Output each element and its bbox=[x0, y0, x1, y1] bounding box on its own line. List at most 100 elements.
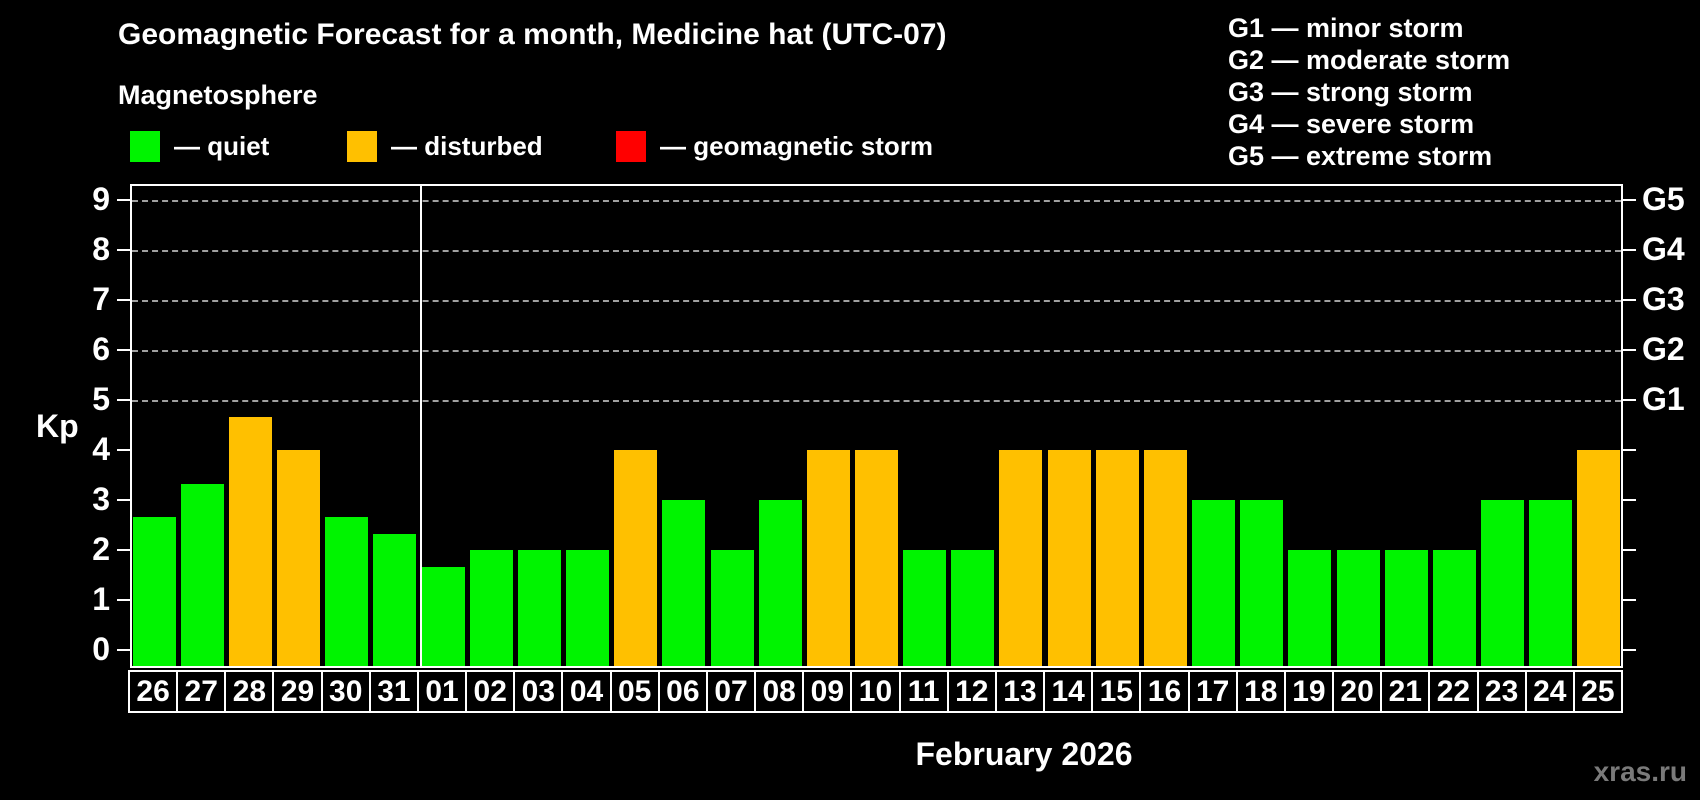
legend-swatch-storm bbox=[616, 131, 646, 162]
day-label-26: 26 bbox=[128, 670, 179, 713]
day-label-21: 21 bbox=[1380, 670, 1431, 713]
kp-bar-day-09 bbox=[806, 450, 850, 666]
day-label-31: 31 bbox=[368, 670, 419, 713]
g-axis-label-g4: G4 bbox=[1642, 231, 1685, 267]
y-axis-title: Kp bbox=[36, 408, 79, 444]
kp-bar-day-19 bbox=[1288, 550, 1332, 666]
month-separator-line bbox=[419, 186, 422, 666]
right-tick-3 bbox=[1623, 499, 1636, 501]
day-label-09: 09 bbox=[802, 670, 853, 713]
day-label-23: 23 bbox=[1476, 670, 1527, 713]
y-tick-label-5: 5 bbox=[92, 381, 110, 417]
g-axis-label-g1: G1 bbox=[1642, 381, 1685, 417]
y-tick-6 bbox=[117, 349, 130, 351]
y-tick-label-1: 1 bbox=[92, 581, 110, 617]
y-tick-3 bbox=[117, 499, 130, 501]
kp-bar-day-15 bbox=[1095, 450, 1139, 666]
day-label-17: 17 bbox=[1187, 670, 1238, 713]
kp-bar-day-02 bbox=[469, 550, 513, 666]
day-label-30: 30 bbox=[320, 670, 371, 713]
day-label-03: 03 bbox=[513, 670, 564, 713]
day-label-29: 29 bbox=[272, 670, 323, 713]
day-label-19: 19 bbox=[1283, 670, 1335, 713]
kp-bar-day-22 bbox=[1432, 550, 1476, 666]
x-axis-title: February 2026 bbox=[915, 736, 1133, 772]
day-label-02: 02 bbox=[465, 670, 516, 713]
gridline-kp9 bbox=[132, 200, 1621, 202]
kp-bar-day-24 bbox=[1529, 500, 1573, 666]
right-tick-4 bbox=[1623, 449, 1636, 451]
legend-label-quiet: — quiet bbox=[174, 131, 270, 161]
chart-title: Geomagnetic Forecast for a month, Medici… bbox=[118, 18, 947, 51]
day-label-22: 22 bbox=[1428, 670, 1479, 713]
y-tick-label-3: 3 bbox=[92, 481, 110, 517]
y-tick-8 bbox=[117, 249, 130, 251]
g-legend-line-5: G5 — extreme storm bbox=[1228, 141, 1493, 171]
gridline-kp8 bbox=[132, 250, 1621, 252]
kp-bar-day-27 bbox=[180, 483, 224, 666]
kp-bar-day-05 bbox=[614, 450, 658, 666]
day-label-18: 18 bbox=[1235, 670, 1286, 713]
kp-bar-day-30 bbox=[325, 516, 369, 666]
gridline-kp6 bbox=[132, 350, 1621, 352]
gridline-kp7 bbox=[132, 300, 1621, 302]
y-tick-label-9: 9 bbox=[92, 181, 110, 217]
xras-watermark-link[interactable]: xras.ru bbox=[1593, 756, 1687, 787]
kp-bar-day-17 bbox=[1192, 500, 1236, 666]
kp-bar-day-29 bbox=[277, 450, 321, 666]
kp-bar-day-08 bbox=[758, 500, 802, 666]
g-legend-line-3: G3 — strong storm bbox=[1228, 77, 1473, 107]
legend-swatch-quiet bbox=[130, 131, 160, 162]
y-tick-label-4: 4 bbox=[92, 431, 110, 467]
kp-bar-day-25 bbox=[1577, 450, 1621, 666]
y-tick-5 bbox=[117, 399, 130, 401]
legend-swatch-disturbed bbox=[347, 131, 377, 162]
legend-label-disturbed: — disturbed bbox=[391, 131, 543, 161]
day-label-14: 14 bbox=[1043, 670, 1094, 713]
y-tick-9 bbox=[117, 199, 130, 201]
kp-bar-day-01 bbox=[421, 566, 465, 666]
kp-bar-day-18 bbox=[1240, 500, 1284, 666]
day-label-24: 24 bbox=[1524, 670, 1575, 713]
day-label-15: 15 bbox=[1091, 670, 1142, 713]
y-tick-4 bbox=[117, 449, 130, 451]
day-label-11: 11 bbox=[898, 670, 949, 713]
legend-item-disturbed: — disturbed bbox=[347, 131, 543, 162]
y-tick-2 bbox=[117, 549, 130, 551]
day-label-10: 10 bbox=[850, 670, 901, 713]
kp-bar-day-11 bbox=[903, 550, 947, 666]
day-label-08: 08 bbox=[754, 670, 805, 713]
kp-bar-day-16 bbox=[1143, 450, 1187, 666]
kp-bar-day-23 bbox=[1481, 500, 1525, 666]
g-scale-legend: G1 — minor storm G2 — moderate storm G3 — … bbox=[1228, 12, 1510, 172]
kp-bar-day-12 bbox=[951, 550, 995, 666]
kp-bar-day-03 bbox=[517, 550, 561, 666]
plot-area bbox=[130, 184, 1623, 668]
day-label-27: 27 bbox=[176, 670, 227, 713]
kp-bar-day-13 bbox=[999, 450, 1043, 666]
day-label-01: 01 bbox=[416, 670, 468, 713]
gridline-kp5 bbox=[132, 400, 1621, 402]
kp-bar-day-20 bbox=[1336, 550, 1380, 666]
day-label-04: 04 bbox=[561, 670, 612, 713]
g-axis-label-g2: G2 bbox=[1642, 331, 1685, 367]
right-tick-2 bbox=[1623, 549, 1636, 551]
day-label-25: 25 bbox=[1572, 670, 1623, 713]
g-legend-line-4: G4 — severe storm bbox=[1228, 109, 1475, 139]
day-label-05: 05 bbox=[609, 670, 660, 713]
day-label-12: 12 bbox=[946, 670, 997, 713]
g-axis-label-g5: G5 bbox=[1642, 181, 1685, 217]
day-label-28: 28 bbox=[224, 670, 275, 713]
day-label-20: 20 bbox=[1332, 670, 1383, 713]
right-tick-1 bbox=[1623, 599, 1636, 601]
kp-bar-day-21 bbox=[1384, 550, 1428, 666]
day-label-16: 16 bbox=[1139, 670, 1190, 713]
y-tick-label-6: 6 bbox=[92, 331, 110, 367]
kp-bar-day-28 bbox=[228, 416, 272, 666]
right-tick-6 bbox=[1623, 349, 1636, 351]
y-tick-label-8: 8 bbox=[92, 231, 110, 267]
kp-bar-day-06 bbox=[662, 500, 706, 666]
right-tick-8 bbox=[1623, 249, 1636, 251]
legend-item-quiet: — quiet bbox=[130, 131, 269, 162]
